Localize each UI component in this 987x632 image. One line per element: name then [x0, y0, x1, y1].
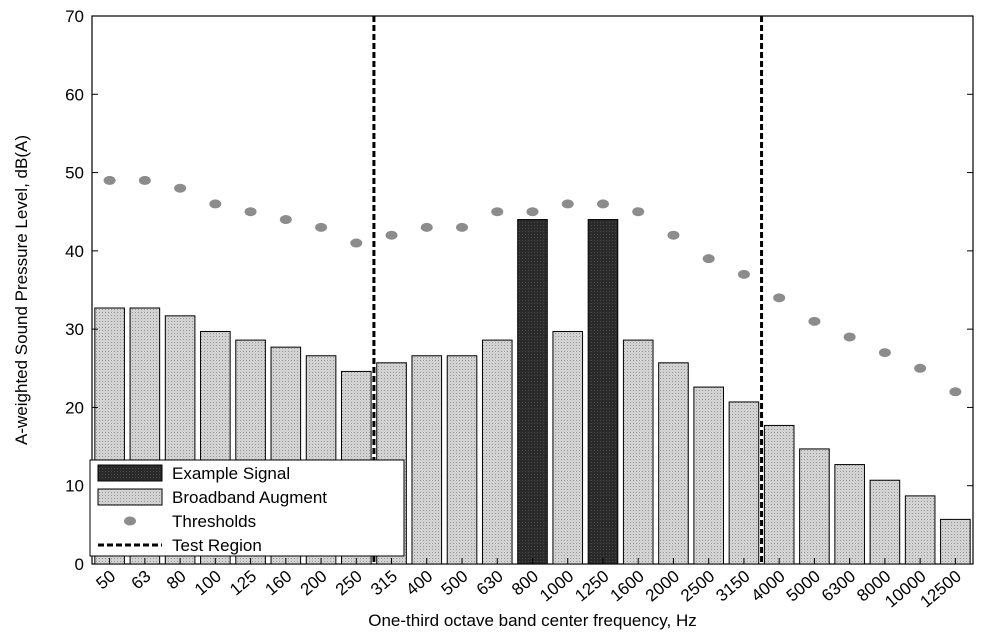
- x-tick-label: 100: [191, 567, 225, 600]
- y-axis: 0 10 20 30 40 50 60 70: [65, 7, 973, 574]
- threshold-point-12500: [949, 387, 962, 397]
- legend-swatch-example-signal: [97, 464, 163, 482]
- x-tick-label: 250: [332, 567, 366, 600]
- x-tick-label: 6300: [818, 567, 859, 606]
- x-tick-label: 500: [438, 567, 472, 600]
- x-tick-label: 1600: [607, 567, 648, 606]
- x-tick-label: 5000: [783, 567, 824, 606]
- x-tick-label: 4000: [748, 567, 789, 606]
- bar-broadband-4000: [763, 424, 795, 565]
- x-tick-label: 315: [367, 567, 401, 600]
- x-tick-label: 50: [92, 567, 119, 594]
- legend-label: Test Region: [172, 536, 262, 555]
- legend-swatch-broadband-augment: [97, 488, 163, 506]
- bar-broadband-5000: [799, 448, 830, 565]
- x-tick-label: 3150: [712, 567, 753, 606]
- y-tick-label: 20: [65, 398, 84, 417]
- bar-broadband-500: [446, 355, 478, 565]
- threshold-point-315: [385, 230, 398, 240]
- threshold-point-160: [279, 215, 292, 225]
- bar-broadband-630: [481, 339, 513, 565]
- y-tick-label: 60: [65, 85, 84, 104]
- bar-example-800: [517, 219, 548, 565]
- legend-swatch-thresholds: [124, 516, 136, 526]
- bar-broadband-8000: [869, 479, 901, 565]
- x-tick-label: 2000: [642, 567, 683, 606]
- threshold-point-2500: [702, 254, 715, 264]
- x-tick-label: 200: [297, 567, 331, 600]
- y-tick-label: 10: [65, 477, 84, 496]
- threshold-point-125: [244, 207, 257, 217]
- threshold-point-250: [350, 238, 363, 248]
- x-tick-label: 80: [163, 567, 190, 594]
- y-tick-label: 0: [75, 555, 84, 574]
- bar-broadband-10000: [904, 495, 936, 565]
- threshold-point-50: [103, 175, 116, 185]
- x-tick-label: 2500: [677, 567, 718, 606]
- x-tick-label: 160: [261, 567, 295, 600]
- threshold-point-1000: [561, 199, 574, 209]
- legend-label: Broadband Augment: [172, 488, 327, 507]
- bar-broadband-2000: [658, 362, 689, 565]
- threshold-point-1250: [596, 199, 609, 209]
- test-region-lines: [372, 16, 764, 564]
- legend-label: Thresholds: [172, 512, 256, 531]
- threshold-point-1600: [632, 207, 645, 217]
- x-tick-label: 1000: [536, 567, 577, 606]
- x-tick-label: 12500: [917, 567, 965, 612]
- x-tick-label: 400: [402, 567, 436, 600]
- x-tick-label: 125: [226, 567, 260, 600]
- x-tick-label: 630: [473, 567, 507, 600]
- threshold-point-500: [456, 222, 469, 232]
- bar-broadband-6300: [834, 464, 865, 565]
- bar-broadband-12500: [940, 518, 971, 565]
- bar-broadband-2500: [693, 386, 725, 565]
- threshold-point-5000: [808, 316, 821, 326]
- x-axis: 50 63 80 100 125 160 200 250 315 400 500 630 8001000…: [92, 558, 965, 612]
- threshold-point-800: [526, 207, 539, 217]
- threshold-point-400: [420, 222, 433, 232]
- threshold-point-4000: [773, 293, 786, 303]
- y-tick-label: 70: [65, 7, 84, 26]
- y-tick-label: 40: [65, 242, 84, 261]
- bar-broadband-3150: [728, 401, 760, 565]
- threshold-point-10000: [914, 363, 927, 373]
- y-tick-label: 30: [65, 320, 84, 339]
- threshold-points: [103, 175, 962, 397]
- x-axis-title: One-third octave band center frequency, …: [368, 611, 697, 630]
- legend-label: Example Signal: [172, 464, 290, 483]
- legend: Example Signal Broadband Augment Threshold…: [89, 459, 405, 557]
- bar-broadband-400: [411, 355, 443, 565]
- threshold-point-8000: [878, 348, 891, 358]
- threshold-point-2000: [667, 230, 680, 240]
- bar-broadband-1600: [622, 339, 654, 565]
- y-axis-title: A-weighted Sound Pressure Level, dB(A): [12, 135, 31, 445]
- threshold-point-100: [209, 199, 222, 209]
- threshold-point-63: [138, 175, 151, 185]
- y-tick-label: 50: [65, 164, 84, 183]
- bar-example-1250: [587, 219, 619, 565]
- threshold-point-80: [174, 183, 187, 193]
- x-tick-label: 1250: [571, 567, 612, 606]
- threshold-point-6300: [843, 332, 856, 342]
- x-tick-label: 800: [508, 567, 542, 600]
- x-tick-label: 63: [128, 567, 155, 594]
- threshold-point-630: [491, 207, 504, 217]
- bar-broadband-1000: [552, 330, 584, 565]
- threshold-point-200: [315, 222, 328, 232]
- threshold-point-3150: [737, 269, 750, 279]
